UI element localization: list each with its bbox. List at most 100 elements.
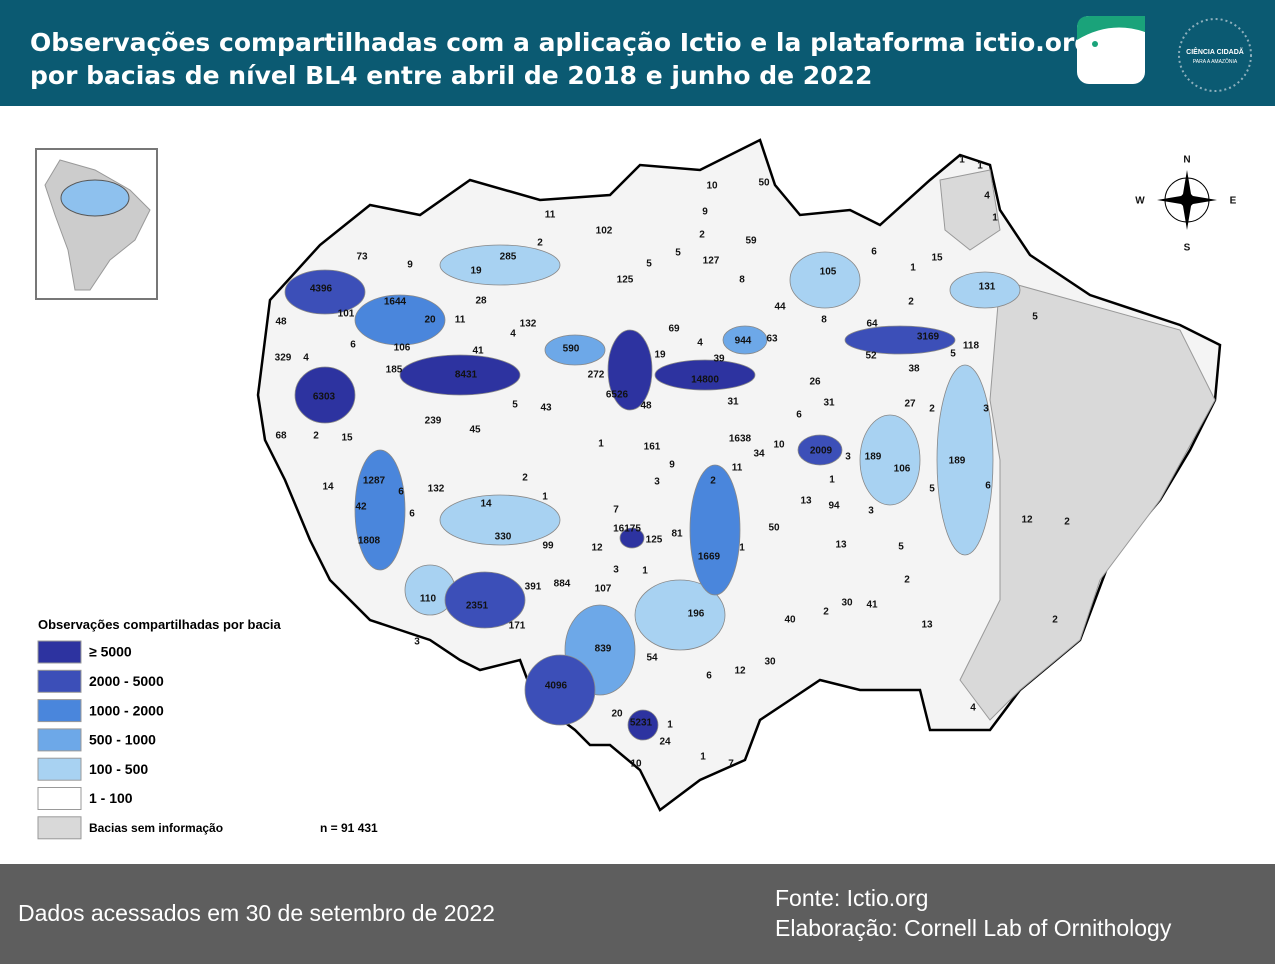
basin-label: 5 <box>929 484 935 495</box>
basin-label: 839 <box>595 644 612 655</box>
basin-label: 101 <box>338 309 355 320</box>
basin-label: 3 <box>868 506 874 517</box>
basin-label: 13 <box>921 620 933 631</box>
basin-label: 1638 <box>729 434 752 445</box>
basin-label: 4 <box>303 353 309 364</box>
basin-label: 50 <box>768 523 780 534</box>
basin-label: 2 <box>929 404 935 415</box>
legend-swatch <box>37 816 82 840</box>
basin-label: 81 <box>671 529 683 540</box>
legend-swatch <box>37 757 82 781</box>
date: Dados acessados em 30 de setembro de 202… <box>18 900 495 926</box>
logo-text: CIÊNCIA CIDADÃ <box>1186 47 1244 56</box>
basin-label: 3 <box>845 452 851 463</box>
basin-label: 41 <box>472 346 484 357</box>
basin-label: 1669 <box>698 552 721 563</box>
basin-label: 196 <box>688 609 705 620</box>
basin-label: 30 <box>764 657 776 668</box>
basin-label: 99 <box>542 541 554 552</box>
basin-label: 40 <box>784 615 796 626</box>
basin-label: 5 <box>950 349 956 360</box>
basin-label: 125 <box>617 275 634 286</box>
basin-label: 1808 <box>358 536 381 547</box>
basin-label: 285 <box>500 252 517 263</box>
basin-label: 239 <box>425 416 442 427</box>
basin-label: 4396 <box>310 284 333 295</box>
basin-label: 4096 <box>545 681 568 692</box>
basin-label: 38 <box>908 364 920 375</box>
basin-label: 73 <box>356 252 368 263</box>
basin-label: 329 <box>275 353 292 364</box>
basin-label: 11 <box>545 210 556 221</box>
basin-label: 31 <box>727 397 739 408</box>
basin-label: 1 <box>642 566 648 577</box>
legend-title: Observações compartilhadas por bacia <box>38 617 282 632</box>
basin-label: 16175 <box>613 524 641 535</box>
legend-swatch <box>37 728 82 752</box>
basin-label: 1 <box>542 492 548 503</box>
basin-label: 1 <box>700 752 706 763</box>
author: Elaboração: Cornell Lab of Ornithology <box>775 915 1172 941</box>
header: Observações compartilhadas com a aplicaç… <box>0 0 1275 106</box>
basin-label: 14 <box>480 499 492 510</box>
basin-label: 2009 <box>810 446 833 457</box>
basin-label: 2 <box>908 297 914 308</box>
basin-label: 5 <box>1032 312 1038 323</box>
basin-label: 69 <box>668 324 680 335</box>
legend-label: 2000 - 5000 <box>89 673 164 689</box>
basin-label: 107 <box>595 584 612 595</box>
basin-label: 94 <box>828 501 840 512</box>
basin-label: 106 <box>394 343 411 354</box>
basin-label: 2 <box>823 607 829 618</box>
legend-swatch <box>37 640 82 664</box>
basin-label: 161 <box>644 442 661 453</box>
basin-label: 1 <box>598 439 604 450</box>
basin-label: 68 <box>275 431 287 442</box>
basin-label: 7 <box>613 505 619 516</box>
basin-label: 9 <box>407 260 413 271</box>
compass-w: W <box>1135 196 1145 207</box>
basin-label: 14800 <box>691 375 719 386</box>
basin-label: 20 <box>424 315 436 326</box>
basin-label: 5 <box>512 400 518 411</box>
basin-label: 6 <box>409 509 415 520</box>
basin-label: 105 <box>820 267 837 278</box>
basin-label: 4 <box>970 703 976 714</box>
basin-label: 6 <box>796 410 802 421</box>
basin-label: 12 <box>734 666 746 677</box>
basin-label: 1 <box>739 543 745 554</box>
basin-label: 4 <box>984 191 990 202</box>
basin-label: 2 <box>904 575 910 586</box>
basin-label: 1287 <box>363 476 386 487</box>
basin-label: 102 <box>596 226 613 237</box>
basin-label: 3 <box>983 404 989 415</box>
basin-label: 48 <box>640 401 652 412</box>
basin-label: 10 <box>630 759 642 770</box>
basin-label: 5 <box>898 542 904 553</box>
basin-label: 9 <box>669 460 675 471</box>
basin-label: 884 <box>554 579 571 590</box>
basin-label: 2 <box>1052 615 1058 626</box>
total: n = 91 431 <box>320 821 378 835</box>
footer: Dados acessados em 30 de setembro de 202… <box>0 864 1275 964</box>
basin-label: 1 <box>910 263 916 274</box>
basin-label: 590 <box>563 344 580 355</box>
basin-label: 5 <box>646 259 652 270</box>
basin-label: 1 <box>977 161 983 172</box>
basin-label: 110 <box>420 594 437 605</box>
basin-label: 15 <box>931 253 943 264</box>
legend-label: 500 - 1000 <box>89 732 156 748</box>
basin-label: 5 <box>675 248 681 259</box>
basin-label: 106 <box>894 464 911 475</box>
title: Observações compartilhadas com a aplicaç… <box>30 28 1093 57</box>
compass-s: S <box>1184 243 1191 254</box>
basin-label: 7 <box>728 759 734 770</box>
basin-label: 19 <box>470 266 482 277</box>
basin-label: 4 <box>697 338 703 349</box>
basin-label: 2 <box>699 230 705 241</box>
basin-label: 6 <box>350 340 356 351</box>
basin-label: 125 <box>646 535 663 546</box>
basin-label: 13 <box>835 540 847 551</box>
